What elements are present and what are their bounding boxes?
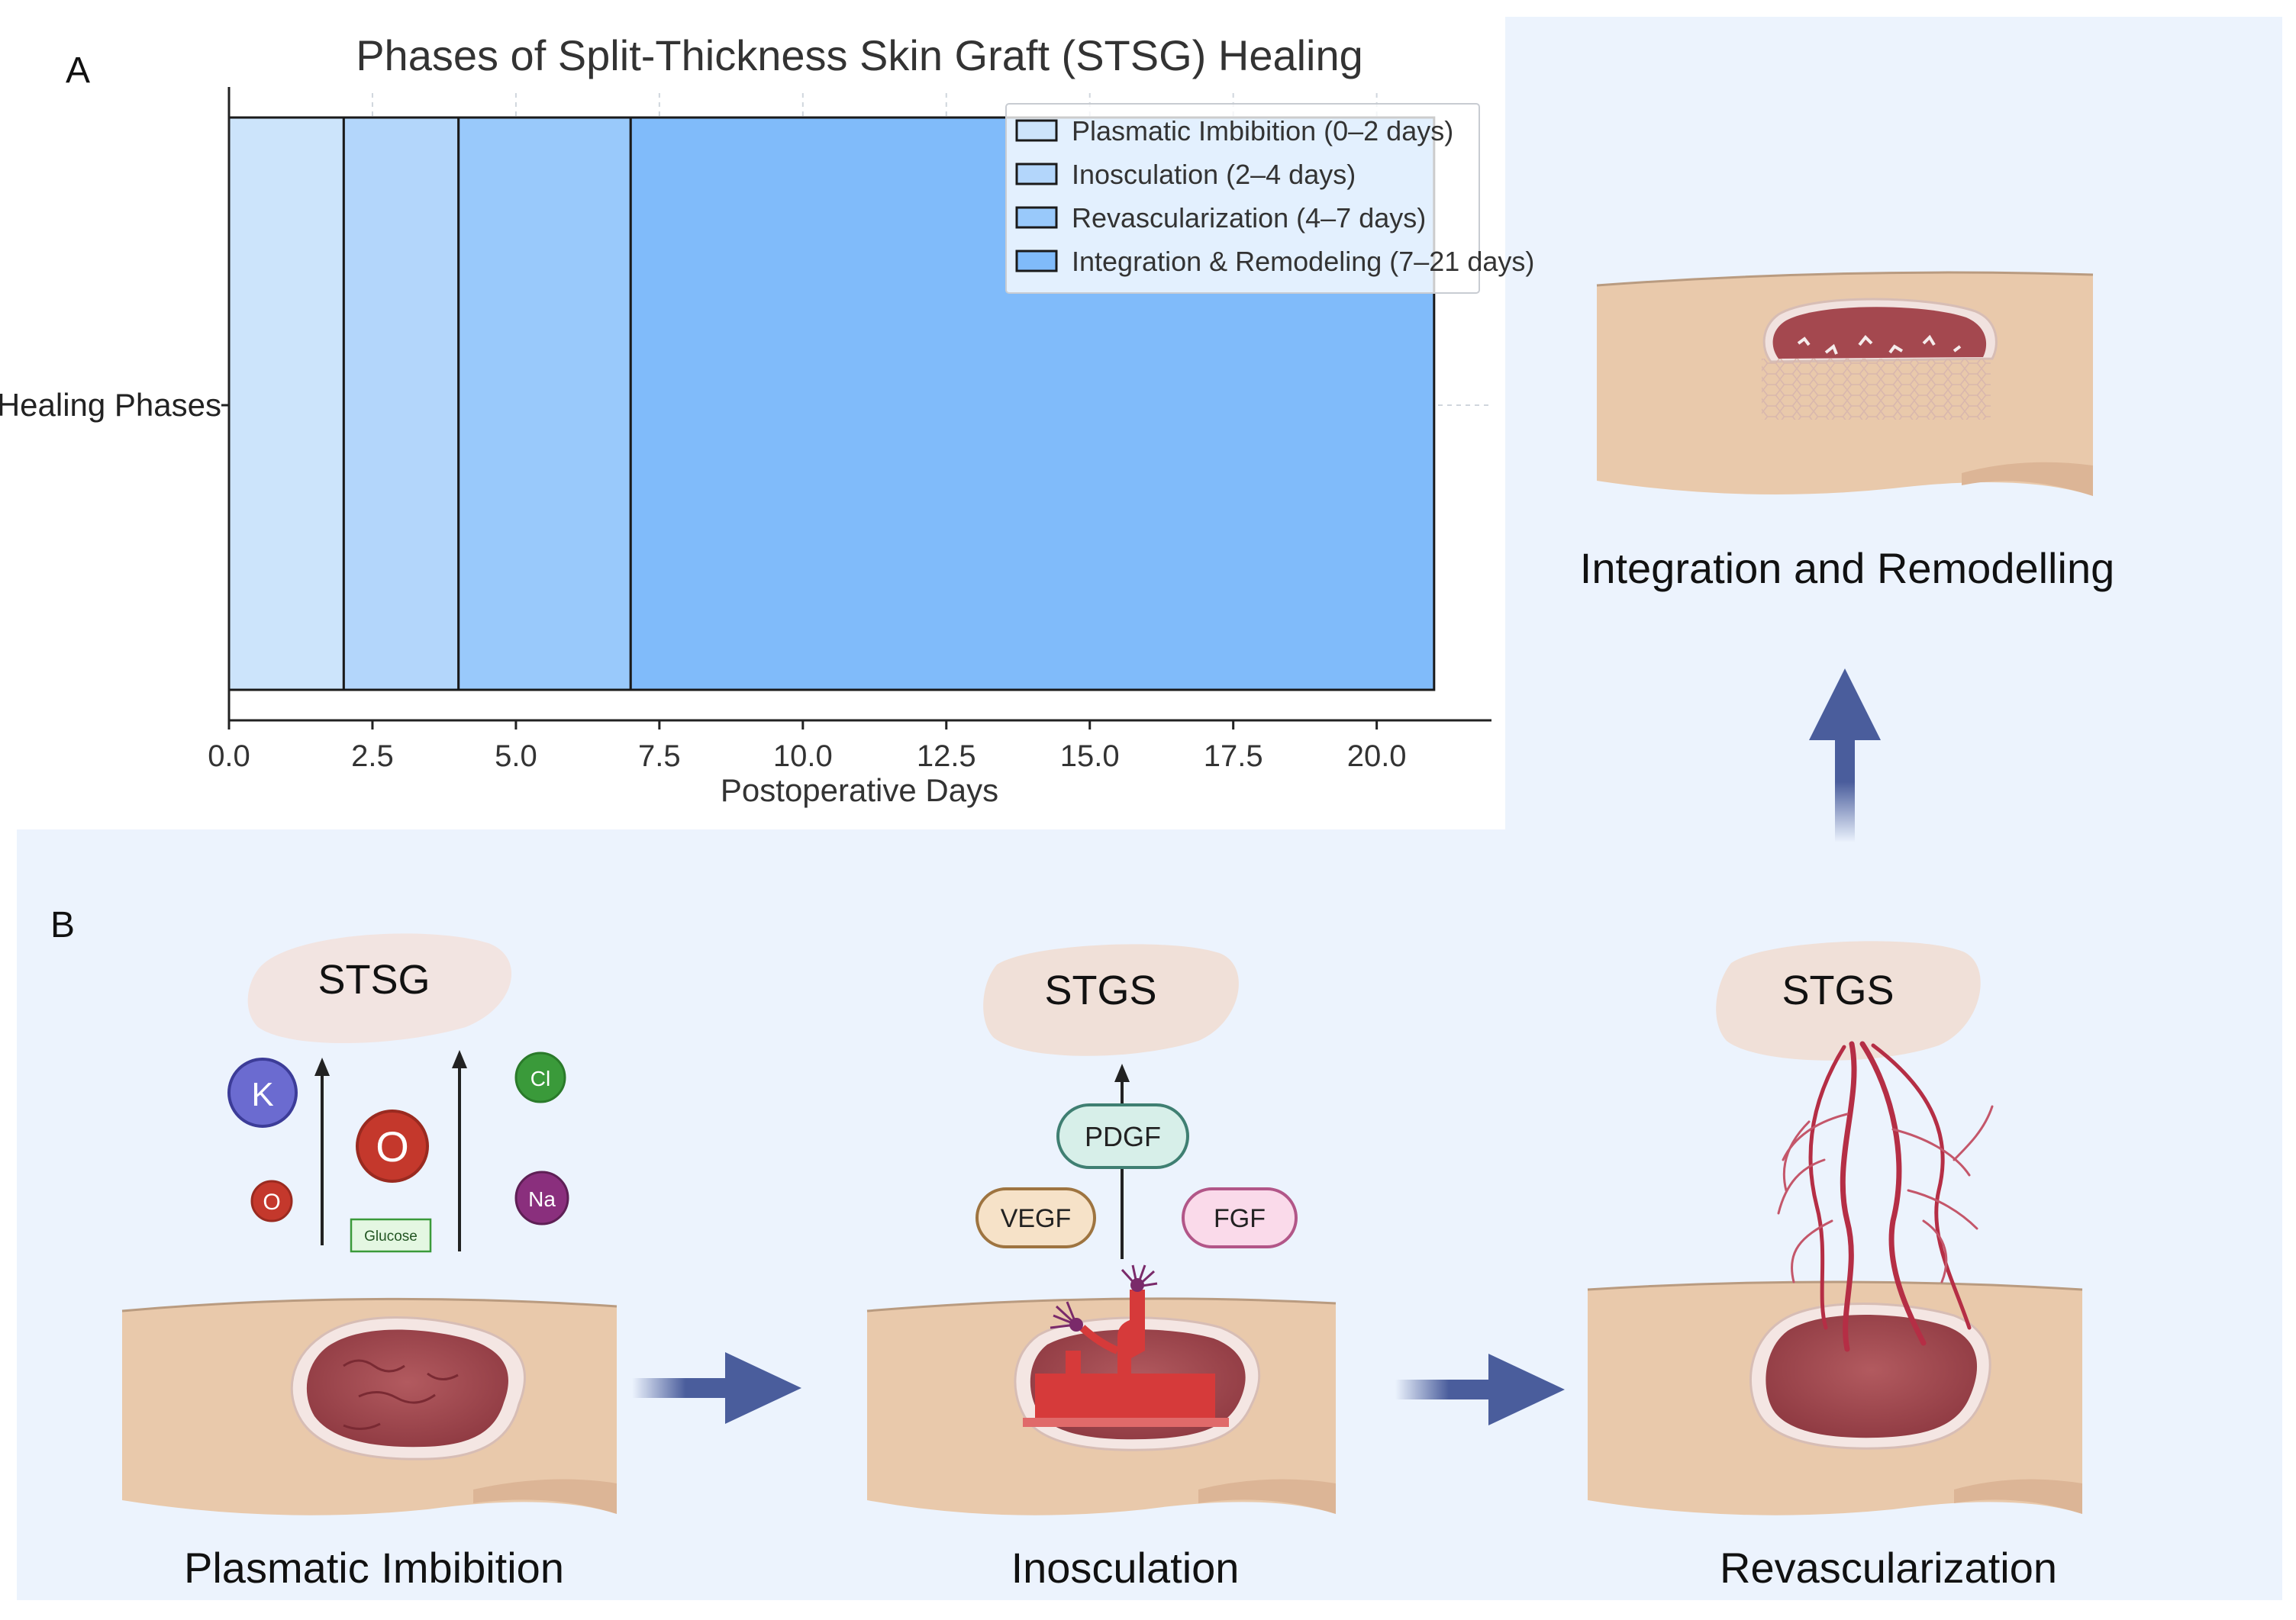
wound bbox=[1749, 1303, 1991, 1450]
x-tick-label: 20.0 bbox=[1347, 739, 1407, 773]
potassium-molecule: K bbox=[227, 1058, 298, 1128]
legend-entry: Integration & Remodeling (7–21 days) bbox=[1072, 246, 1534, 277]
vessel-network bbox=[1777, 1041, 1994, 1352]
svg-text:PDGF: PDGF bbox=[1085, 1121, 1161, 1152]
x-tick-label: 5.0 bbox=[495, 739, 537, 773]
wound bbox=[290, 1316, 526, 1461]
phase-bar bbox=[227, 116, 345, 691]
stage-plasmatic-imbibition: STSG K O O Cl Na bbox=[121, 933, 618, 1592]
graft-label: STGS bbox=[1782, 968, 1894, 1013]
x-axis-label: Postoperative Days bbox=[721, 772, 998, 808]
oxygen-molecule-large: O bbox=[356, 1110, 429, 1183]
stage-caption: Plasmatic Imbibition bbox=[184, 1544, 564, 1592]
progression-arrow-up bbox=[1809, 668, 1881, 842]
graft-blob bbox=[983, 944, 1239, 1056]
svg-text:VEGF: VEGF bbox=[1001, 1204, 1072, 1233]
legend-entry: Revascularization (4–7 days) bbox=[1072, 202, 1426, 233]
svg-text:Na: Na bbox=[528, 1187, 556, 1211]
svg-text:O: O bbox=[263, 1190, 280, 1215]
glucose-molecule: Glucose bbox=[350, 1218, 432, 1253]
x-tick-label: 15.0 bbox=[1060, 739, 1120, 773]
legend-swatch bbox=[1015, 206, 1058, 229]
diffusion-arrow bbox=[314, 1058, 330, 1245]
new-vessel bbox=[1023, 1264, 1229, 1427]
stage-integration-remodelling: Integration and Remodelling bbox=[1580, 271, 2114, 592]
svg-text:Cl: Cl bbox=[530, 1067, 550, 1090]
x-tick-label: 17.5 bbox=[1204, 739, 1263, 773]
svg-text:FGF: FGF bbox=[1214, 1204, 1266, 1233]
x-tick-label: 7.5 bbox=[638, 739, 681, 773]
stage-inosculation: STGS PDGF VEGF FGF bbox=[866, 944, 1337, 1592]
graft-label: STSG bbox=[318, 957, 430, 1003]
healed-graft bbox=[1762, 298, 1998, 420]
stage-caption: Inosculation bbox=[1011, 1544, 1240, 1592]
phase-bar bbox=[457, 116, 632, 691]
svg-text:O: O bbox=[376, 1122, 409, 1171]
stage-caption: Revascularization bbox=[1720, 1544, 2057, 1592]
healing-phases-chart: Phases of Split-Thickness Skin Graft (ST… bbox=[0, 31, 1534, 808]
svg-text:K: K bbox=[251, 1076, 273, 1113]
diffusion-arrow bbox=[452, 1050, 467, 1251]
sodium-molecule: Na bbox=[514, 1171, 569, 1225]
legend-swatch bbox=[1015, 119, 1058, 142]
legend-swatch bbox=[1015, 250, 1058, 272]
vegf-factor: VEGF bbox=[975, 1187, 1096, 1248]
x-tick-label: 10.0 bbox=[773, 739, 833, 773]
progression-arrow bbox=[1395, 1354, 1565, 1425]
panel-b-label: B bbox=[50, 905, 75, 945]
x-tick-label: 2.5 bbox=[351, 739, 394, 773]
y-category-label: Healing Phases bbox=[0, 387, 221, 423]
stage-revascularization: STGS Revasculari bbox=[1587, 941, 2083, 1592]
legend-swatch bbox=[1015, 163, 1058, 185]
progression-arrow bbox=[632, 1352, 801, 1424]
phase-bar bbox=[342, 116, 460, 691]
pdgf-factor: PDGF bbox=[1056, 1103, 1189, 1169]
chart-title: Phases of Split-Thickness Skin Graft (ST… bbox=[356, 31, 1363, 79]
fgf-factor: FGF bbox=[1182, 1187, 1298, 1248]
graft-label: STGS bbox=[1044, 968, 1156, 1013]
graft-blob bbox=[247, 933, 512, 1044]
svg-text:Glucose: Glucose bbox=[364, 1229, 418, 1245]
x-tick-label: 12.5 bbox=[917, 739, 976, 773]
oxygen-molecule-small: O bbox=[250, 1180, 293, 1222]
panel-a-label: A bbox=[66, 50, 90, 91]
x-tick-label: 0.0 bbox=[208, 739, 250, 773]
graft-blob bbox=[1716, 941, 1981, 1061]
stage-caption: Integration and Remodelling bbox=[1580, 544, 2114, 592]
mesh-graft bbox=[1762, 359, 1991, 420]
legend-entry: Inosculation (2–4 days) bbox=[1072, 159, 1356, 190]
legend-box bbox=[1005, 103, 1480, 294]
legend-entry: Plasmatic Imbibition (0–2 days) bbox=[1072, 115, 1453, 147]
chloride-molecule: Cl bbox=[514, 1052, 566, 1103]
